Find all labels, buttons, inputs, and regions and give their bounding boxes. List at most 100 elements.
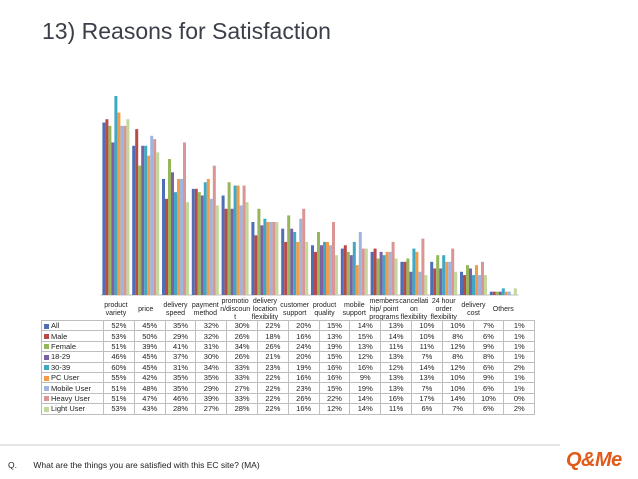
value-cell: 53% — [103, 330, 135, 342]
category-label-line: hip/ point — [369, 306, 399, 313]
value-cell: 6% — [410, 403, 443, 415]
bar-light-user-6 — [305, 241, 309, 295]
bar-light-user-8 — [364, 248, 368, 295]
category-label-line: t — [234, 314, 237, 321]
category-label-line: location — [252, 306, 277, 313]
bar-30-39-12 — [472, 275, 475, 295]
value-cell: 27% — [226, 382, 258, 394]
bar-female-10 — [406, 258, 410, 295]
bar-pc-user-5 — [266, 222, 270, 295]
bar-18-29-11 — [439, 268, 443, 295]
value-cell: 19% — [287, 361, 320, 373]
bar-heavy-user-7 — [332, 222, 335, 295]
value-cell: 9% — [349, 371, 382, 384]
category-label-line: product — [312, 302, 337, 309]
value-cell: 16% — [287, 403, 320, 415]
value-cell: 51% — [103, 392, 135, 405]
value-cell: 8% — [441, 351, 474, 363]
value-cell: 7% — [410, 351, 443, 363]
bar-18-29-4 — [230, 208, 234, 295]
bar-all-2 — [162, 178, 165, 295]
value-cell: 13% — [410, 371, 443, 384]
value-cell: 1% — [503, 330, 536, 342]
table-row: Light User 53% 43% 28% 27% 28% 22% 16% 12% 14% 11%… — [41, 403, 536, 415]
bar-male-13 — [492, 291, 496, 295]
bar-mobile-user-3 — [209, 198, 213, 295]
series-name-cell: 18-29 — [41, 351, 104, 363]
bar-light-user-12 — [484, 275, 487, 295]
bar-30-39-1 — [144, 145, 148, 295]
category-label-line: delivery — [252, 298, 277, 305]
bar-all-8 — [340, 248, 344, 295]
value-cell: 28% — [164, 403, 197, 415]
value-cell: 27% — [195, 403, 228, 415]
legend-swatch — [44, 334, 49, 340]
series-name: Heavy User — [51, 393, 91, 403]
bar-female-4 — [227, 182, 231, 295]
value-cell: 19% — [349, 382, 382, 394]
data-table: All 52% 45% 35% 32% 30% 22% 20% 15% 14% 13% 10% 10% 7… — [41, 319, 536, 415]
bar-30-39-3 — [203, 182, 207, 295]
bar-30-39-7 — [323, 241, 326, 295]
value-cell: 13% — [318, 330, 351, 342]
value-cell: 51% — [103, 382, 135, 394]
value-cell: 45% — [133, 351, 166, 363]
value-cell: 33% — [226, 361, 258, 373]
bar-mobile-user-2 — [180, 178, 183, 295]
category-label-line: delivery — [461, 302, 486, 309]
bar-18-29-2 — [171, 172, 174, 295]
value-cell: 12% — [318, 403, 351, 415]
bar-18-29-0 — [111, 142, 115, 295]
value-cell: 21% — [256, 351, 289, 363]
bar-mobile-user-7 — [329, 245, 332, 295]
category-label-line: support — [342, 310, 366, 317]
series-name-cell: PC User — [41, 371, 104, 384]
value-cell: 7% — [472, 319, 505, 332]
bar-30-39-0 — [114, 96, 118, 295]
value-cell: 14% — [349, 403, 382, 415]
bar-pc-user-11 — [445, 261, 449, 295]
bar-pc-user-3 — [206, 178, 210, 295]
bar-30-39-13 — [501, 288, 505, 295]
bar-all-11 — [430, 261, 434, 295]
bar-female-0 — [108, 125, 112, 295]
category-label-line: delivery — [163, 302, 188, 309]
value-cell: 26% — [226, 351, 258, 363]
value-cell: 45% — [133, 319, 166, 332]
value-cell: 51% — [103, 340, 135, 353]
value-cell: 22% — [318, 392, 351, 405]
value-cell: 6% — [472, 382, 505, 394]
category-label: price — [131, 306, 161, 314]
value-cell: 33% — [226, 392, 258, 405]
category-label: 24 hour order flexibility — [429, 298, 459, 322]
bar-male-7 — [314, 251, 317, 295]
value-cell: 10% — [410, 330, 443, 342]
bar-30-39-4 — [233, 185, 237, 295]
legend-swatch — [44, 396, 49, 402]
value-cell: 6% — [472, 361, 505, 373]
bar-18-29-8 — [349, 255, 353, 295]
value-cell: 34% — [226, 340, 258, 353]
bar-30-39-10 — [412, 248, 416, 295]
category-label: promotio n/discoun t — [220, 298, 250, 322]
value-cell: 46% — [103, 351, 135, 363]
value-cell: 41% — [164, 340, 197, 353]
category-label: delivery speed — [161, 302, 191, 318]
value-cell: 29% — [195, 382, 228, 394]
bar-heavy-user-8 — [361, 248, 365, 295]
legend-swatch — [44, 406, 49, 412]
value-cell: 48% — [133, 382, 166, 394]
bar-18-29-13 — [498, 291, 502, 295]
bar-light-user-0 — [126, 119, 130, 295]
value-cell: 10% — [410, 319, 443, 332]
series-name-cell: 30-39 — [41, 361, 104, 373]
bar-heavy-user-11 — [451, 248, 455, 295]
series-name-cell: Heavy User — [41, 392, 104, 405]
bar-male-1 — [135, 129, 139, 295]
value-cell: 1% — [503, 319, 536, 332]
series-name-cell: All — [41, 319, 104, 332]
bar-all-0 — [102, 122, 106, 295]
value-cell: 10% — [441, 319, 474, 332]
category-label: customer support — [280, 302, 310, 318]
value-cell: 0% — [503, 392, 536, 405]
